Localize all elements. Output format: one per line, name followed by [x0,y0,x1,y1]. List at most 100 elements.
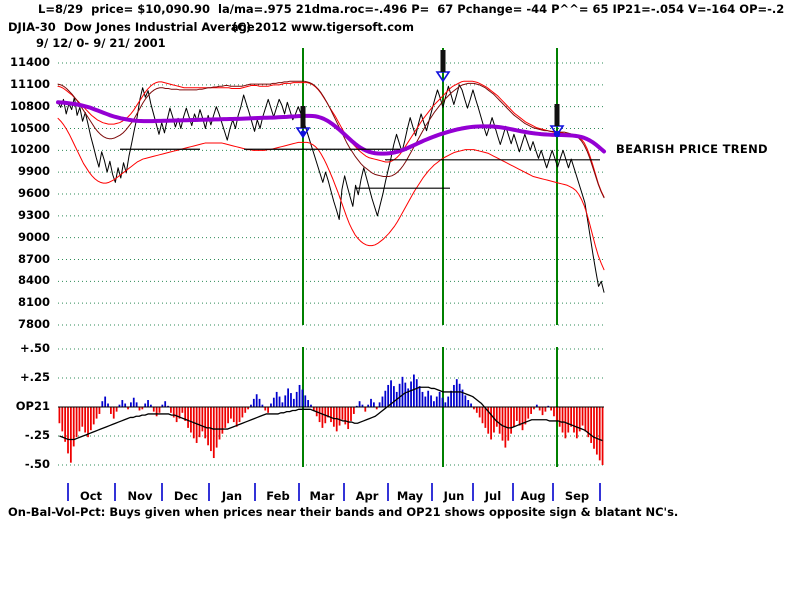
op21-bar-negative [513,407,515,427]
op21-ytick-label: +.25 [19,370,50,384]
op21-bar-positive [421,391,424,407]
op21-bar-positive [470,403,472,407]
op21-bar-negative [504,407,507,448]
month-label-jul: Jul [484,489,502,503]
op21-bar-negative [567,407,570,433]
op21-bar-positive [384,390,387,407]
op21-bar-positive [295,391,298,407]
month-label-aug: Aug [520,489,546,503]
op21-ytick-label: OP21 [15,399,50,413]
op21-bar-negative [501,407,504,441]
op21-bar-positive [292,398,295,407]
op21-bar-negative [570,407,573,427]
op21-bar-positive [401,376,404,407]
op21-bar-negative [187,407,189,428]
op21-bar-negative [573,407,575,433]
op21-bar-positive [398,383,401,407]
op21-bar-positive [427,390,430,407]
op21-bar-positive [372,402,375,407]
op21-bar-negative [61,407,64,432]
op21-bar-negative [312,407,315,411]
op21-bar-positive [455,379,458,407]
month-label-dec: Dec [173,489,199,503]
bearish-trend-annotation: BEARISH PRICE TREND [616,142,768,156]
op21-bar-negative [338,407,341,426]
signal-dot-marker [553,130,561,138]
op21-bar-negative [484,407,487,428]
month-label-oct: Oct [79,489,103,503]
op21-bar-positive [135,402,138,407]
op21-bar-negative [478,407,481,418]
op21-bar-negative [112,407,115,419]
op21-bar-negative [247,407,249,410]
op21-bar-positive [395,391,398,407]
op21-bar-positive [447,396,450,407]
op21-bar-positive [275,391,278,407]
price-ytick-label: 9600 [17,186,50,200]
op21-bar-positive [147,400,149,407]
price-series-21-day-moving-average [56,100,606,156]
price-ytick-label: 10500 [9,120,50,135]
op21-bar-positive [310,404,312,407]
op21-bar-positive [435,396,438,407]
op21-bar-positive [444,402,447,407]
op21-bar-positive [438,391,441,407]
op21-bar-negative [152,407,155,412]
op21-bar-positive [258,398,261,407]
op21-bar-negative [575,407,578,439]
month-label-jun: Jun [443,489,465,503]
op21-bar-negative [584,407,587,432]
op21-bar-negative [201,407,204,432]
op21-bar-negative [69,407,72,463]
price-ytick-label: 9300 [17,207,50,222]
op21-bar-negative [115,407,118,412]
op21-bar-positive [164,401,167,407]
op21-bar-negative [110,407,112,414]
op21-bar-positive [433,401,435,407]
op21-ytick-label: -.50 [24,457,50,471]
op21-bar-negative [352,407,355,414]
op21-bar-positive [535,404,538,407]
price-series-lower-band [57,117,605,271]
month-label-mar: Mar [309,489,335,503]
op21-bar-positive [430,395,432,407]
op21-bar-negative [67,407,69,454]
op21-bar-negative [264,407,267,411]
sell-signal-marker [549,125,565,137]
op21-bar-negative [341,407,344,420]
op21-bar-negative [561,407,564,433]
op21-bar-positive [370,398,372,407]
op21-bar-negative [498,407,501,434]
op21-bar-negative [555,407,558,421]
op21-bar-negative [487,407,490,434]
op21-bar-negative [595,407,598,455]
op21-bar-positive [250,404,252,407]
op21-bar-positive [390,380,392,407]
op21-bar-positive [467,400,470,407]
op21-bar-negative [332,407,335,427]
op21-bar-positive [150,404,152,407]
op21-bar-negative [210,407,212,452]
op21-bar-negative [92,407,95,425]
op21-bar-negative [224,407,227,428]
op21-bar-negative [527,407,530,419]
op21-bar-negative [564,407,567,439]
op21-bar-positive [124,403,127,407]
op21-bar-negative [221,407,224,434]
op21-bar-negative [538,407,541,411]
price-ytick-label: 9900 [17,164,50,179]
op21-bar-negative [204,407,207,439]
op21-bar-positive [107,403,109,407]
op21-bar-negative [267,407,269,413]
op21-bar-positive [272,397,275,407]
op21-bar-positive [304,395,307,407]
op21-bar-positive [453,384,455,407]
op21-bar-positive [281,402,284,407]
op21-bar-negative [518,407,521,426]
op21-bar-negative [533,407,535,410]
op21-bar-negative [218,407,221,440]
op21-bar-positive [252,398,255,407]
op21-bar-positive [361,404,364,407]
op21-bar-negative [590,407,593,443]
